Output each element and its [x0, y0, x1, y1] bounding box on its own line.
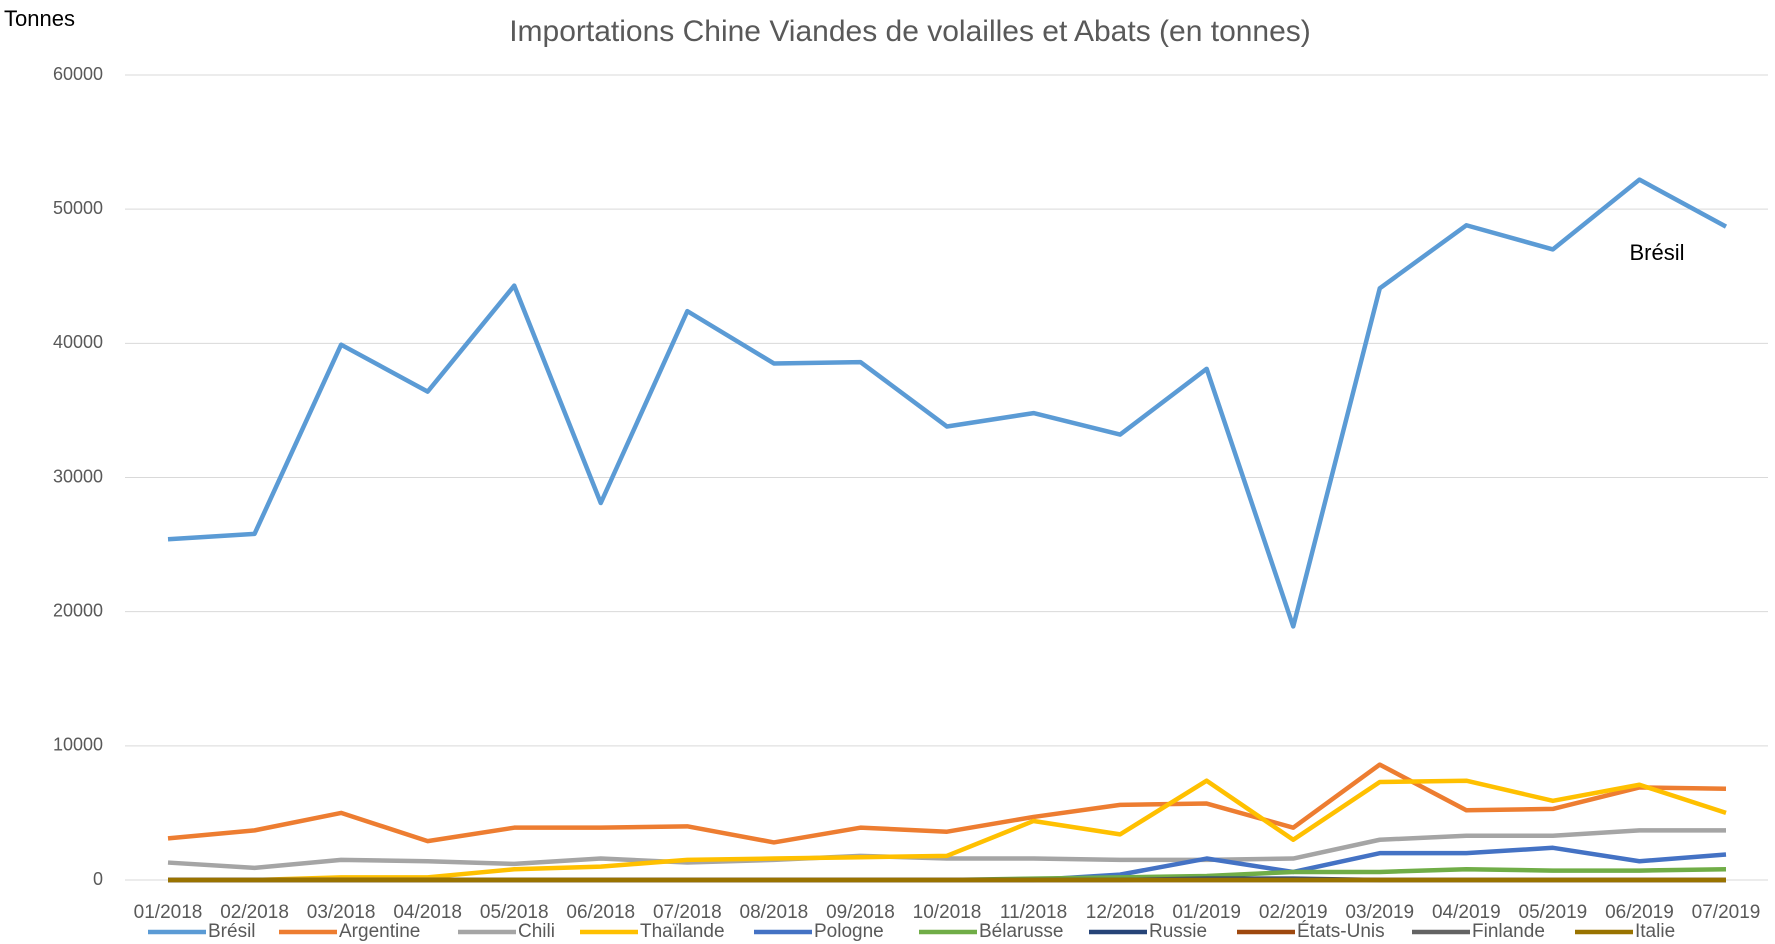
y-tick-label: 60000	[53, 64, 103, 84]
legend-label: Thaïlande	[640, 921, 725, 942]
series-line	[167, 177, 1728, 629]
legend-label: Bélarusse	[979, 921, 1064, 942]
y-tick-label: 50000	[53, 198, 103, 218]
x-tick-label: 09/2018	[826, 902, 895, 923]
x-tick-label: 05/2018	[480, 902, 549, 923]
series-line	[167, 762, 1727, 845]
x-tick-label: 12/2018	[1086, 902, 1155, 923]
series-line	[168, 778, 1727, 883]
y-tick-label: 40000	[53, 332, 103, 352]
x-tick-label: 10/2018	[913, 902, 982, 923]
y-tick-label: 20000	[53, 600, 103, 620]
legend-label: Russie	[1149, 921, 1207, 942]
legend-label: Argentine	[339, 921, 420, 942]
x-tick-label: 04/2019	[1432, 902, 1501, 923]
x-tick-label: 03/2018	[307, 902, 376, 923]
legend-label: Chili	[518, 921, 555, 942]
x-tick-label: 05/2019	[1519, 902, 1588, 923]
x-tick-label: 01/2019	[1172, 902, 1241, 923]
x-tick-label: 08/2018	[740, 902, 809, 923]
x-tick-label: 07/2018	[653, 902, 722, 923]
x-tick-label: 02/2019	[1259, 902, 1328, 923]
legend-label: Finlande	[1472, 921, 1545, 942]
x-tick-label: 06/2019	[1605, 902, 1674, 923]
x-tick-label: 02/2018	[220, 902, 289, 923]
annotation: Brésil	[1629, 240, 1684, 265]
y-tick-label: 10000	[53, 735, 103, 755]
x-tick-label: 07/2019	[1692, 902, 1761, 923]
legend-label: Italie	[1635, 921, 1675, 942]
y-axis-label: Tonnes	[4, 6, 75, 31]
series-line	[167, 828, 1726, 871]
legend-label: Brésil	[208, 921, 256, 942]
x-tick-label: 01/2018	[134, 902, 203, 923]
y-tick-label: 0	[93, 869, 103, 889]
x-tick-label: 04/2018	[393, 902, 462, 923]
chart-title: Importations Chine Viandes de volailles …	[509, 15, 1311, 48]
x-tick-label: 11/2018	[1000, 902, 1067, 923]
y-tick-label: 30000	[53, 466, 103, 486]
legend-label: Pologne	[814, 921, 884, 942]
legend-label: États-Unis	[1297, 921, 1385, 942]
x-tick-label: 03/2019	[1345, 902, 1414, 923]
x-tick-label: 06/2018	[566, 902, 635, 923]
